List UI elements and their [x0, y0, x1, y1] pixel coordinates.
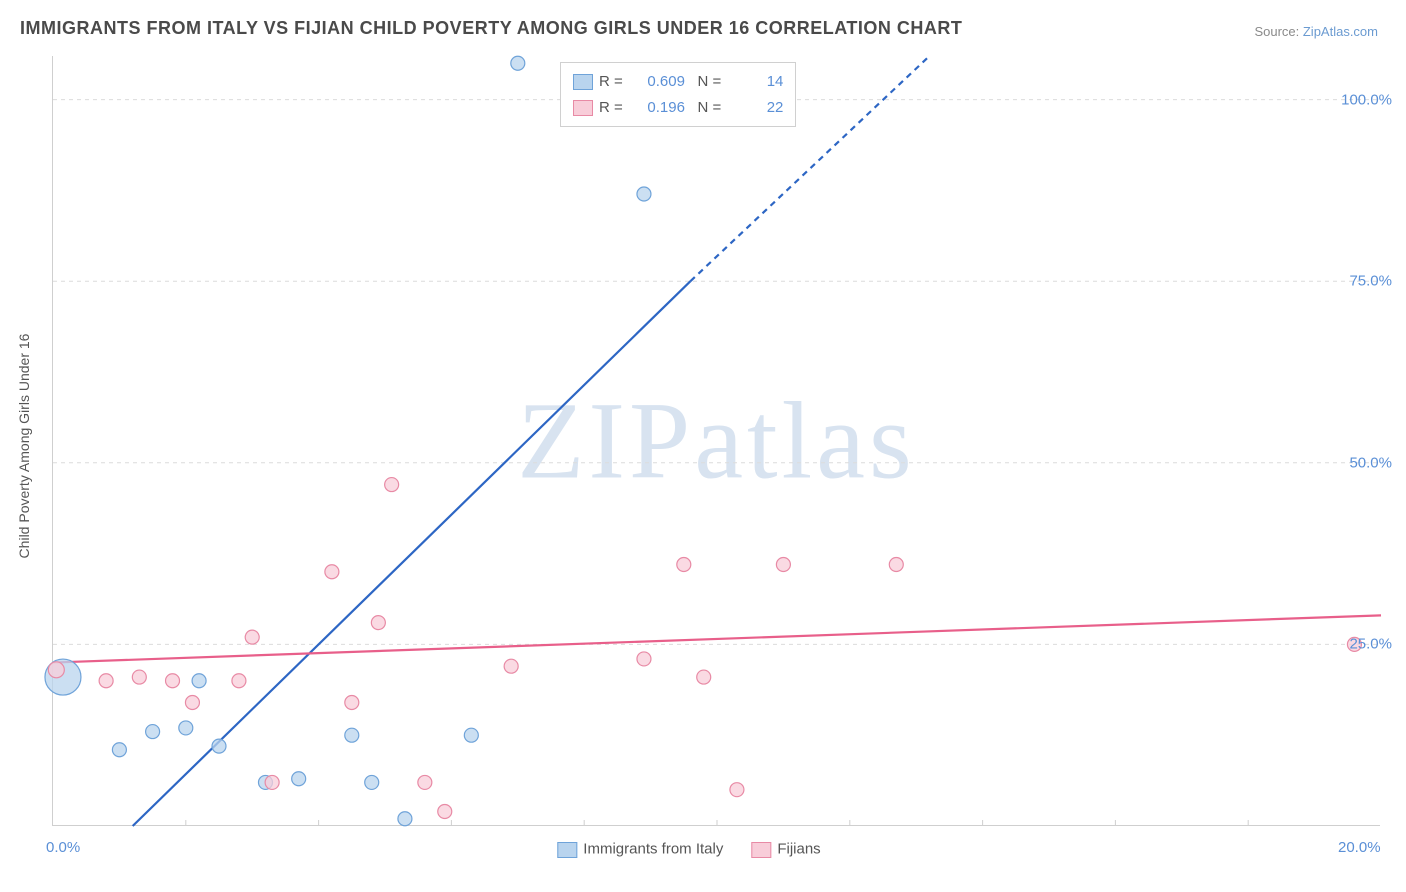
legend-row: R = 0.196 N = 22	[573, 95, 783, 121]
legend-r-value: 0.196	[627, 95, 685, 121]
legend-r-value: 0.609	[627, 69, 685, 95]
correlation-legend: R = 0.609 N = 14R = 0.196 N = 22	[560, 62, 796, 127]
legend-n-value: 22	[725, 95, 783, 121]
series-name: Immigrants from Italy	[583, 841, 723, 858]
y-axis-label: Child Poverty Among Girls Under 16	[16, 334, 32, 559]
legend-r-label: R =	[599, 99, 623, 116]
x-tick-label: 0.0%	[46, 839, 80, 856]
legend-n-label: N =	[697, 73, 721, 90]
y-tick-label: 75.0%	[1349, 273, 1392, 290]
source-prefix: Source:	[1254, 24, 1302, 39]
chart-plot-area: ZIPatlas	[52, 56, 1380, 826]
legend-n-label: N =	[697, 99, 721, 116]
source-attribution: Source: ZipAtlas.com	[1254, 24, 1378, 39]
legend-r-label: R =	[599, 73, 623, 90]
chart-title: IMMIGRANTS FROM ITALY VS FIJIAN CHILD PO…	[20, 18, 962, 39]
legend-swatch	[573, 100, 593, 116]
series-legend-item: Fijians	[751, 840, 820, 857]
legend-row: R = 0.609 N = 14	[573, 69, 783, 95]
plot-svg	[53, 56, 1381, 826]
legend-swatch	[751, 842, 771, 858]
legend-n-value: 14	[725, 69, 783, 95]
legend-swatch	[573, 74, 593, 90]
y-tick-label: 100.0%	[1341, 91, 1392, 108]
source-link[interactable]: ZipAtlas.com	[1303, 24, 1378, 39]
series-legend: Immigrants from Italy Fijians	[557, 840, 848, 858]
series-name: Fijians	[777, 841, 820, 858]
y-tick-label: 50.0%	[1349, 454, 1392, 471]
x-tick-label: 20.0%	[1338, 839, 1381, 856]
y-tick-label: 25.0%	[1349, 636, 1392, 653]
legend-swatch	[557, 842, 577, 858]
series-legend-item: Immigrants from Italy	[557, 840, 723, 857]
